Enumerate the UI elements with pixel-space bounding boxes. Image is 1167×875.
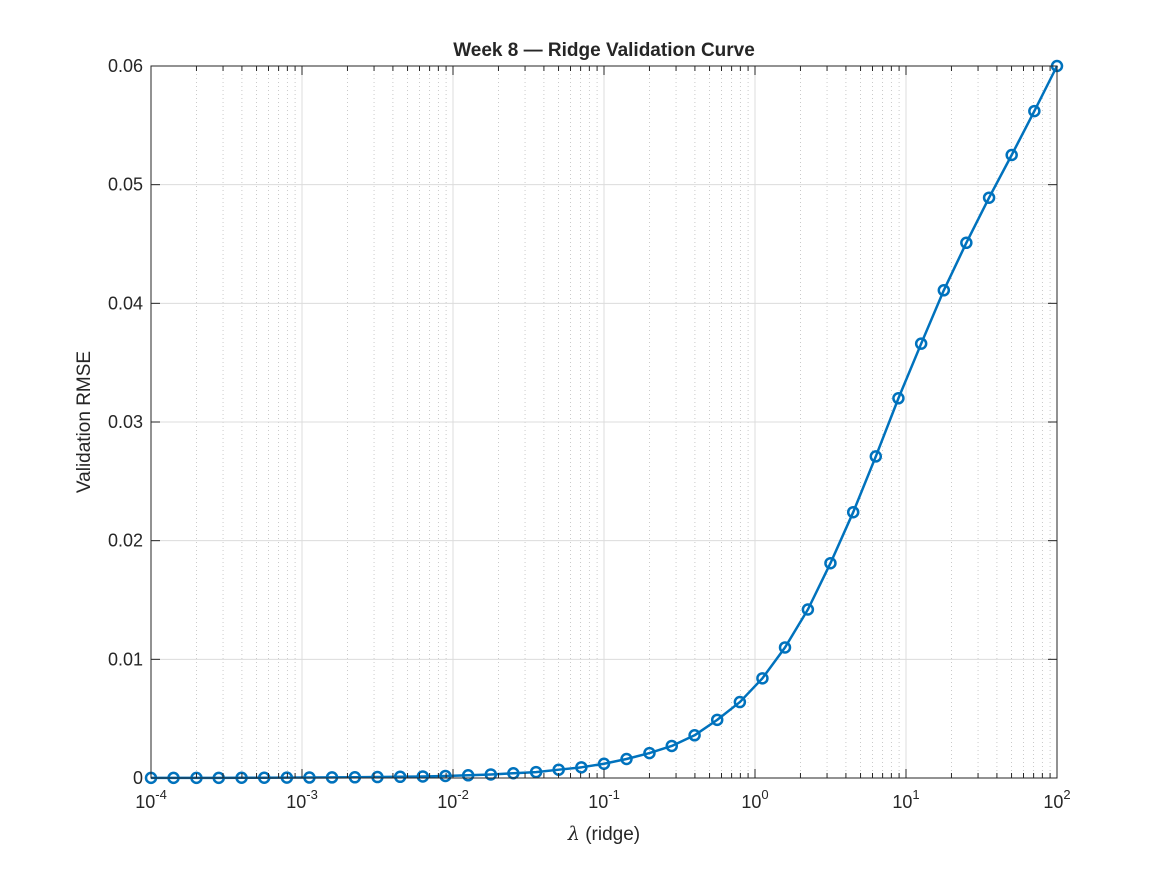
data-point — [733, 695, 747, 709]
tick-marks — [150, 65, 1058, 779]
y-tick-label: 0 — [133, 768, 143, 788]
x-tick-label: 102 — [1043, 787, 1070, 812]
x-tick-label: 10-1 — [588, 787, 620, 812]
x-tick-label-base: 10 — [135, 792, 155, 812]
data-point — [371, 770, 384, 784]
data-point — [393, 770, 407, 784]
data-point — [620, 752, 633, 766]
data-point — [688, 729, 701, 742]
data-point — [643, 746, 656, 760]
x-axis-label: λ (ridge) — [567, 823, 640, 845]
x-tick-label-base: 10 — [892, 792, 912, 812]
x-tick-labels: 10-4 10-3 10-2 10-1 100 101 102 — [135, 787, 1070, 812]
x-tick-label: 10-4 — [135, 787, 167, 812]
data-point — [439, 769, 452, 783]
data-point — [416, 770, 430, 783]
chart-title: Week 8 — Ridge Validation Curve — [453, 40, 755, 61]
x-tick-label-exponent: -4 — [155, 787, 167, 802]
data-point — [597, 757, 611, 771]
y-tick-labels: 0 0.01 0.02 0.03 0.04 0.05 0.06 — [108, 56, 143, 788]
y-tick-label: 0.02 — [108, 531, 143, 551]
data-point — [937, 284, 951, 297]
y-tick-label: 0.05 — [108, 175, 143, 195]
x-tick-label-exponent: 2 — [1063, 787, 1070, 802]
data-point — [575, 761, 588, 774]
data-point — [801, 603, 815, 616]
y-axis-label: Validation RMSE — [74, 351, 95, 493]
x-tick-label-exponent: -3 — [306, 787, 318, 802]
data-point — [892, 392, 905, 405]
data-point — [869, 450, 883, 463]
x-tick-label: 100 — [741, 787, 768, 812]
data-point — [982, 191, 996, 204]
x-axis-label-text: (ridge) — [580, 824, 640, 845]
y-tick-label: 0.06 — [108, 56, 143, 76]
data-point — [1028, 104, 1041, 118]
data-point — [348, 771, 362, 784]
x-tick-label-exponent: 0 — [761, 787, 768, 802]
data-point — [756, 672, 769, 685]
data-point — [846, 505, 860, 519]
x-tick-label-exponent: -2 — [457, 787, 469, 802]
x-tick-label-base: 10 — [588, 792, 608, 812]
x-tick-label-exponent: 1 — [912, 787, 919, 802]
x-tick-label-exponent: -1 — [608, 787, 620, 802]
data-point — [778, 641, 792, 654]
data-point — [960, 236, 973, 250]
x-tick-label-base: 10 — [741, 792, 761, 812]
data-point — [529, 765, 543, 779]
data-point — [824, 556, 837, 570]
x-tick-label-base: 10 — [1043, 792, 1063, 812]
data-point — [325, 771, 339, 784]
data-point — [484, 768, 498, 781]
y-tick-label: 0.01 — [108, 649, 143, 669]
data-point — [914, 337, 928, 350]
data-point — [710, 713, 724, 727]
x-tick-label-base: 10 — [437, 792, 457, 812]
data-point — [461, 769, 475, 782]
data-point — [665, 739, 678, 753]
x-tick-label: 10-3 — [286, 787, 318, 812]
x-tick-label-base: 10 — [286, 792, 306, 812]
x-tick-label: 101 — [892, 787, 919, 812]
data-point — [1005, 148, 1018, 162]
y-tick-label: 0.03 — [108, 412, 143, 432]
x-axis-label-symbol: λ — [567, 823, 580, 845]
y-tick-label: 0.04 — [108, 293, 143, 313]
x-tick-label: 10-2 — [437, 787, 469, 812]
